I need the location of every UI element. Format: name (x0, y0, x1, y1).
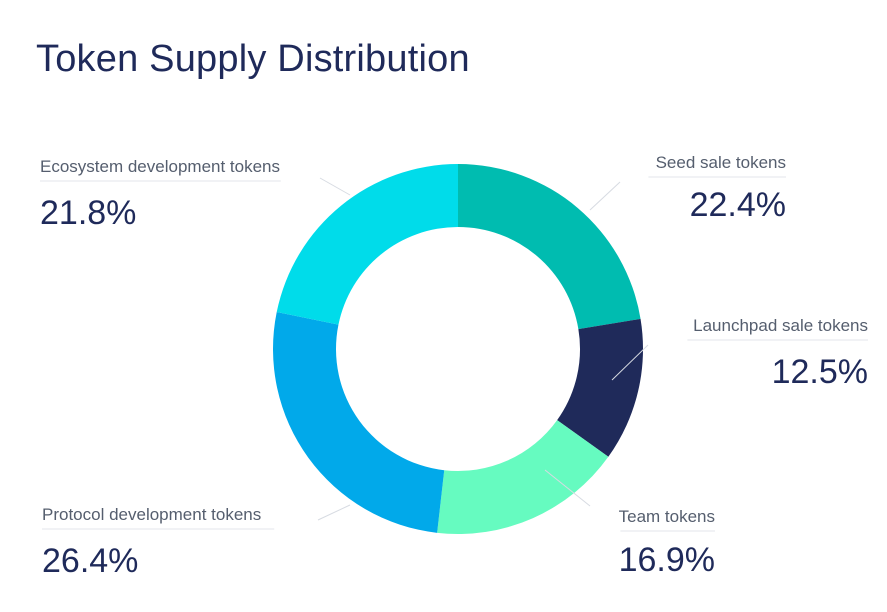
leader-line-team (544, 469, 591, 507)
slice-ecosystem-development (276, 164, 458, 325)
slice-value-seed-sale: 22.4% (690, 186, 786, 224)
slice-team (437, 420, 609, 534)
slice-value-team: 16.9% (619, 541, 715, 579)
leader-line-protocol-development (317, 504, 351, 521)
leader-line-ecosystem-development (319, 177, 351, 196)
slice-label-protocol-development: Protocol development tokens (42, 505, 261, 524)
slice-label-launchpad-sale: Launchpad sale tokens (693, 316, 868, 335)
leader-line-seed-sale (589, 181, 621, 211)
chart-title: Token Supply Distribution (36, 38, 470, 80)
slice-label-ecosystem-development: Ecosystem development tokens (40, 157, 280, 176)
slice-value-protocol-development: 26.4% (42, 542, 138, 580)
slice-seed-sale (458, 164, 641, 330)
slice-label-team: Team tokens (619, 507, 715, 526)
slice-value-launchpad-sale: 12.5% (772, 353, 868, 391)
slice-launchpad-sale (557, 318, 643, 457)
slice-value-ecosystem-development: 21.8% (40, 194, 136, 232)
slice-label-seed-sale: Seed sale tokens (656, 153, 786, 172)
slice-protocol-development (273, 312, 445, 533)
leader-line-launchpad-sale (611, 344, 649, 381)
